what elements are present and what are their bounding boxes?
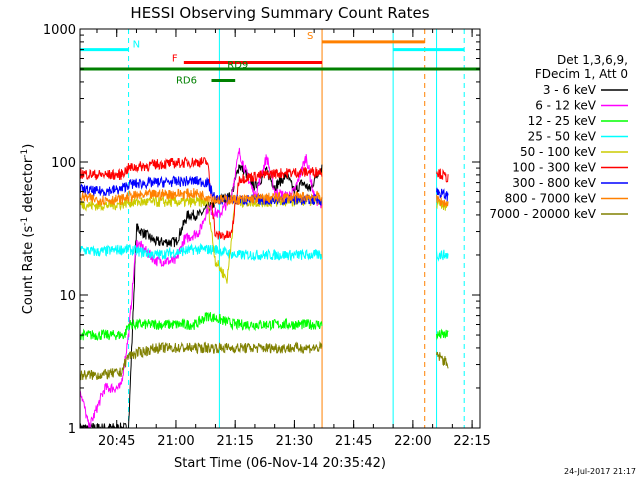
vertical-markers <box>128 29 465 428</box>
series-line-7 <box>80 188 449 208</box>
y-axis-label: Count Rate (s-1 detector-1) <box>20 144 36 315</box>
legend-label-0: 3 - 6 keV <box>543 83 597 97</box>
series-line-2 <box>80 311 449 341</box>
flag-label-3: RD9 <box>227 60 248 71</box>
x-tick-label-3: 21:30 <box>276 434 313 449</box>
x-axis-label: Start Time (06-Nov-14 20:35:42) <box>174 456 386 471</box>
series-lines <box>80 147 449 428</box>
legend-label-3: 25 - 50 keV <box>528 130 597 144</box>
flag-bars: N F S RD9 RD6 <box>80 31 480 86</box>
legend-label-2: 12 - 25 keV <box>528 114 597 128</box>
flag-label-1: F <box>172 53 178 64</box>
legend-header-line-2: FDecim 1, Att 0 <box>535 67 628 81</box>
x-tick-label-6: 22:15 <box>453 434 490 449</box>
y-tick-label-1: 10 <box>59 289 76 304</box>
legend-label-6: 300 - 800 keV <box>512 176 596 190</box>
series-line-5 <box>80 156 449 241</box>
y-tick-label-0: 1 <box>68 422 76 437</box>
y-tick-label-3: 1000 <box>43 23 76 38</box>
series-line-3 <box>80 242 449 262</box>
legend-label-1: 6 - 12 keV <box>535 99 597 113</box>
y-axis-label-mid: detector <box>21 157 36 217</box>
footer-date: 24-Jul-2017 21:17 <box>564 467 636 476</box>
flag-label-4: RD6 <box>176 75 197 86</box>
x-tick-label-5: 22:00 <box>394 434 431 449</box>
legend-label-5: 100 - 300 keV <box>512 161 596 175</box>
legend-label-8: 7000 - 20000 keV <box>489 207 596 221</box>
y-tick-label-2: 100 <box>51 156 76 171</box>
chart-title: HESSI Observing Summary Count Rates <box>130 4 429 22</box>
flag-label-2: S <box>307 31 313 42</box>
x-tick-label-4: 21:45 <box>335 434 372 449</box>
legend: Det 1,3,6,9, FDecim 1, Att 0 3 - 6 keV 6 … <box>489 53 628 221</box>
legend-header-line-1: Det 1,3,6,9, <box>557 53 628 67</box>
y-axis-label-sup2: -1 <box>20 149 30 158</box>
series-line-0 <box>80 164 323 428</box>
x-tick-label-0: 20:45 <box>98 434 135 449</box>
series-line-8 <box>80 340 449 381</box>
x-tick-label-1: 21:00 <box>157 434 194 449</box>
legend-label-4: 50 - 100 keV <box>520 145 597 159</box>
series-line-1 <box>80 147 323 428</box>
y-axis-label-end: ) <box>21 144 36 149</box>
y-axis-label-sup1: -1 <box>20 217 30 226</box>
y-axis-label-main: Count Rate (s <box>21 226 36 315</box>
legend-label-7: 800 - 7000 keV <box>505 192 597 206</box>
x-tick-label-2: 21:15 <box>216 434 253 449</box>
x-axis-ticks: 20:45 21:00 21:15 21:30 21:45 22:00 22:15 <box>96 29 491 449</box>
flag-label-0: N <box>133 40 140 51</box>
plot-frame <box>79 28 481 429</box>
y-axis-ticks: 1 10 100 1000 <box>43 23 480 437</box>
